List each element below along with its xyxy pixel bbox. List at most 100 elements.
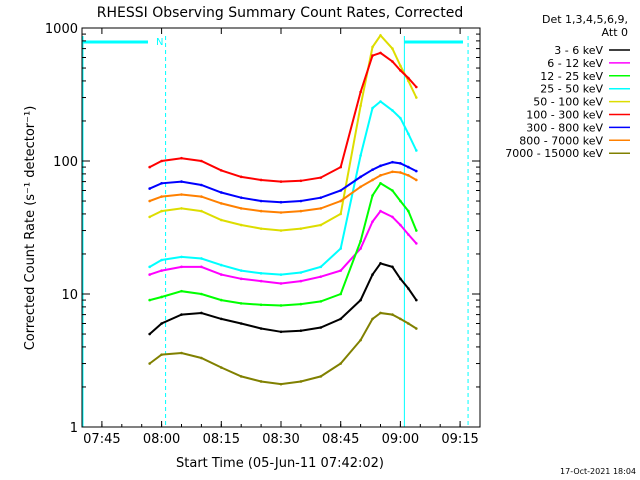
- data-point: [415, 229, 418, 232]
- data-point: [259, 303, 263, 307]
- timestamp: 17-Oct-2021 18:04: [560, 467, 636, 476]
- data-point: [359, 104, 362, 108]
- data-point: [200, 209, 203, 213]
- data-point: [407, 76, 410, 80]
- data-point: [239, 207, 243, 210]
- data-point: [299, 199, 303, 203]
- data-point: [239, 269, 243, 272]
- instrument-guides: [82, 36, 469, 427]
- data-point: [160, 159, 163, 163]
- data-point: [319, 275, 323, 278]
- data-point: [200, 195, 203, 198]
- data-point: [339, 165, 343, 169]
- data-point: [148, 215, 151, 219]
- x-tick-label: 09:15: [441, 432, 478, 447]
- data-point: [339, 247, 343, 250]
- data-point: [180, 193, 183, 196]
- data-point: [415, 178, 418, 182]
- y-tick-label: 100: [53, 155, 78, 170]
- data-point: [220, 191, 223, 194]
- x-tick-label: 08:00: [143, 432, 180, 447]
- data-point: [160, 295, 163, 299]
- data-point: [371, 273, 374, 276]
- data-point: [379, 51, 382, 55]
- data-point: [200, 159, 203, 163]
- data-point: [279, 229, 283, 232]
- data-point: [160, 322, 163, 325]
- data-point: [415, 85, 418, 89]
- data-point: [220, 263, 223, 267]
- series-line-2: [149, 209, 418, 285]
- data-point: [239, 322, 243, 325]
- series-line-3: [149, 181, 418, 307]
- data-point: [259, 178, 263, 182]
- data-point: [239, 302, 243, 305]
- attenuator-label: N: [156, 37, 163, 48]
- data-point: [259, 209, 263, 213]
- legend-entry-label: 3 - 6 keV: [554, 44, 603, 57]
- data-point: [391, 215, 394, 219]
- data-point: [359, 175, 362, 179]
- chart-title: RHESSI Observing Summary Count Rates, Co…: [97, 5, 463, 21]
- data-point: [391, 47, 394, 50]
- x-tick-label: 07:45: [83, 432, 120, 447]
- data-point: [180, 265, 183, 269]
- x-axis-label: Start Time (05-Jun-11 07:42:02): [176, 456, 384, 471]
- data-point: [160, 269, 163, 272]
- data-point: [407, 233, 410, 236]
- data-point: [415, 149, 418, 152]
- data-point: [148, 362, 151, 365]
- legend-entry-label: 12 - 25 keV: [540, 70, 603, 83]
- data-point: [415, 298, 418, 302]
- x-tick-label: 08:15: [203, 432, 240, 447]
- data-point: [180, 351, 183, 355]
- data-point: [259, 327, 263, 330]
- data-point: [415, 327, 418, 330]
- data-point: [391, 160, 394, 164]
- data-point: [299, 271, 303, 274]
- data-point: [259, 279, 263, 283]
- data-point: [391, 313, 394, 316]
- data-point: [259, 380, 263, 383]
- data-point: [220, 169, 223, 172]
- data-point: [339, 199, 343, 203]
- data-point: [160, 181, 163, 185]
- series-line-8: [149, 170, 417, 214]
- data-point: [371, 317, 374, 321]
- data-point: [200, 292, 203, 296]
- data-point: [399, 317, 402, 321]
- data-point: [407, 165, 410, 169]
- data-point: [371, 220, 374, 223]
- series-line-5: [149, 33, 418, 232]
- data-point: [220, 202, 223, 205]
- data-point: [319, 207, 323, 210]
- data-point: [239, 277, 243, 281]
- data-point: [299, 329, 303, 332]
- data-point: [359, 185, 362, 189]
- data-point: [180, 255, 183, 259]
- data-point: [239, 375, 243, 378]
- data-point: [200, 257, 203, 260]
- data-point: [407, 322, 410, 325]
- data-point: [299, 209, 303, 213]
- data-point: [220, 298, 223, 302]
- data-point: [299, 227, 303, 230]
- series-line-1: [149, 262, 418, 335]
- data-point: [379, 34, 382, 37]
- data-point: [180, 180, 183, 183]
- data-point: [339, 292, 343, 296]
- data-point: [200, 311, 203, 315]
- data-point: [415, 96, 418, 99]
- data-point: [407, 174, 410, 177]
- data-point: [319, 326, 323, 329]
- x-tick-label: 09:00: [382, 432, 419, 447]
- data-point: [339, 269, 343, 272]
- data-point: [259, 227, 263, 230]
- data-point: [371, 168, 374, 172]
- y-tick-label: 1000: [45, 22, 78, 37]
- y-tick-label: 10: [61, 288, 78, 303]
- data-point: [379, 311, 382, 315]
- data-point: [180, 289, 183, 293]
